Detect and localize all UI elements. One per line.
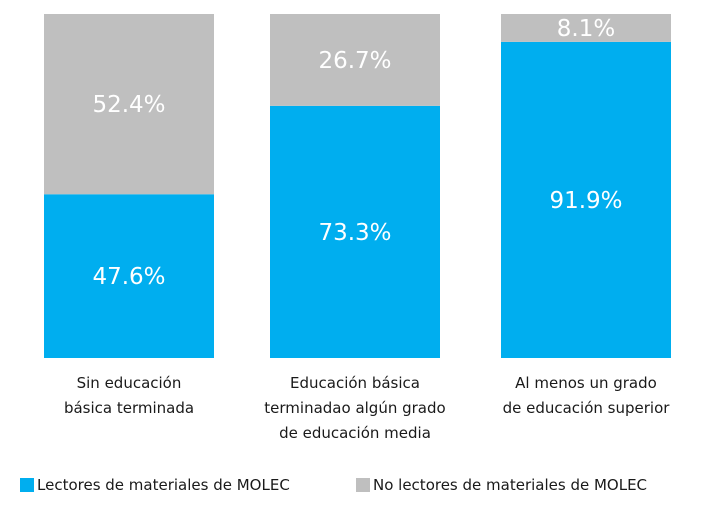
data-label-no-lectores-2: 8.1% <box>557 16 615 42</box>
bar-no-lectores-0 <box>44 14 214 195</box>
bar-lectores-1 <box>270 105 440 359</box>
category-label-0-line-0: Sin educación <box>77 374 182 392</box>
stacked-bar-chart: 47.6% 52.4% Sin educación básica terminada 7… <box>44 14 671 442</box>
data-label-lectores-2: 91.9% <box>549 188 622 214</box>
category-label-0-line-1: básica terminada <box>64 399 194 417</box>
data-label-no-lectores-0: 52.4% <box>92 92 165 118</box>
legend-label-lectores: Lectores de materiales de MOLEC <box>37 476 290 494</box>
bar-lectores-2 <box>501 41 671 358</box>
legend-item-no-lectores: No lectores de materiales de MOLEC <box>356 476 647 494</box>
legend-swatch-lectores <box>20 478 34 492</box>
data-label-lectores-1: 73.3% <box>318 220 391 246</box>
data-label-no-lectores-1: 26.7% <box>318 48 391 74</box>
category-label-1-line-2: de educación media <box>279 424 431 442</box>
category-label-2-line-0: Al menos un grado <box>515 374 657 392</box>
category-label-1-line-1: terminadao algún grado <box>264 399 445 417</box>
data-label-lectores-0: 47.6% <box>92 264 165 290</box>
bar-lectores-0 <box>44 194 214 358</box>
legend-label-no-lectores: No lectores de materiales de MOLEC <box>373 476 648 494</box>
legend-item-lectores: Lectores de materiales de MOLEC <box>20 476 290 494</box>
legend-swatch-no-lectores <box>356 478 370 492</box>
bar-no-lectores-1 <box>270 14 440 106</box>
category-label-1-line-0: Educación básica <box>290 374 420 392</box>
bar-no-lectores-2 <box>501 14 671 42</box>
category-label-2-line-1: de educación superior <box>503 399 671 417</box>
